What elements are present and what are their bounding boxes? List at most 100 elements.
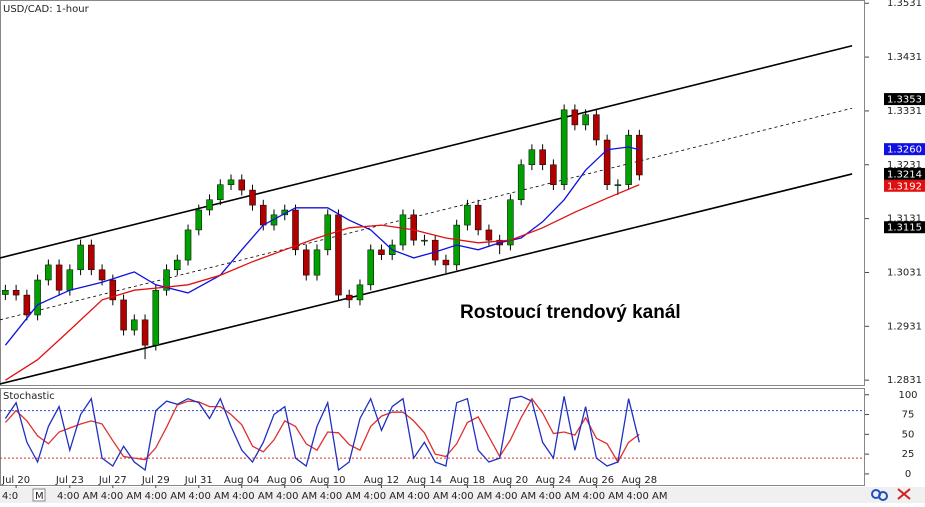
- candle-body: [356, 284, 364, 301]
- y-tick-label: 1.2831: [887, 375, 922, 386]
- time-label: 4:00 AM: [451, 491, 492, 502]
- candle-body: [2, 289, 9, 295]
- annotation: Rostoucí trendový kanál: [460, 302, 681, 323]
- time-label: 4:00 AM: [407, 491, 448, 502]
- candle-body: [206, 199, 213, 211]
- price-tag: [884, 93, 925, 106]
- price-tag-label: 1.3192: [887, 181, 922, 192]
- candle-body: [421, 239, 428, 242]
- y-tick-label: 1.2931: [887, 321, 922, 332]
- x-tick-label: Jul 20: [1, 475, 30, 486]
- candle-body: [378, 249, 385, 255]
- price-tag: [884, 167, 925, 180]
- candle-body: [313, 249, 321, 276]
- candle-body: [571, 109, 579, 126]
- candle-body: [120, 299, 127, 331]
- panel-title: USD/CAD: 1-hour: [3, 4, 90, 15]
- trend-line: [0, 173, 853, 385]
- time-label: 4:00 AM: [583, 491, 624, 502]
- candle-body: [464, 204, 471, 226]
- y-tick-label: 0: [905, 469, 911, 480]
- y-tick-label: 75: [902, 410, 915, 421]
- series-line: [4, 397, 640, 464]
- y-tick-label: 1.3431: [887, 52, 922, 63]
- x-tick-label: Jul 29: [141, 475, 170, 486]
- candle-body: [335, 214, 342, 296]
- candle-body: [528, 149, 536, 166]
- x-tick-label: Aug 10: [310, 475, 345, 486]
- series-line: [4, 395, 640, 472]
- time-strip: [0, 487, 925, 503]
- candle-body: [582, 114, 589, 126]
- scroll-box[interactable]: [32, 488, 46, 502]
- price-tag-label: 1.3353: [887, 95, 922, 106]
- candle-body: [88, 244, 95, 271]
- candle-body: [98, 269, 106, 281]
- candle-body: [55, 264, 63, 291]
- panel-title: Stochastic: [3, 391, 55, 402]
- x-tick-label: Jul 27: [98, 475, 127, 486]
- series-line: [4, 146, 640, 346]
- y-tick-label: 50: [902, 429, 915, 440]
- candle-body: [560, 109, 568, 185]
- y-tick-label: 1.3231: [887, 160, 922, 171]
- price-tag-label: 1.3115: [887, 223, 922, 234]
- x-tick-label: Jul 31: [184, 475, 213, 486]
- y-tick-label: 25: [902, 449, 915, 460]
- x-tick-label: Aug 12: [364, 475, 399, 486]
- candle-body: [292, 209, 299, 251]
- candle-body: [636, 134, 643, 176]
- y-tick-label: 1.3531: [887, 0, 922, 9]
- time-label: 4:00 AM: [364, 491, 405, 502]
- candle-body: [184, 229, 192, 261]
- candle-body: [517, 164, 525, 201]
- x-tick-label: Aug 24: [536, 475, 571, 486]
- time-label: 4:00 AM: [276, 491, 317, 502]
- price-tag: [884, 221, 925, 234]
- y-tick-label: 100: [898, 390, 917, 401]
- candle-body: [410, 214, 417, 241]
- candle-body: [614, 184, 622, 186]
- trend-line: [0, 44, 853, 259]
- candle-body: [485, 229, 493, 241]
- candle-body: [152, 289, 160, 346]
- x-tick-label: Aug 14: [407, 475, 442, 486]
- price-panel: [0, 0, 865, 386]
- x-tick-label: Jul 23: [55, 475, 84, 486]
- candle-body: [227, 179, 235, 185]
- price-tag-label: 1.3260: [887, 145, 922, 156]
- y-tick-label: 1.3031: [887, 267, 922, 278]
- candle-body: [45, 264, 52, 281]
- x-tick-label: Aug 28: [622, 475, 657, 486]
- price-tag: [884, 179, 925, 192]
- time-label: 4:00 AM: [495, 491, 536, 502]
- candle-body: [109, 279, 117, 301]
- candle-body: [34, 279, 41, 316]
- candle-body: [345, 294, 353, 301]
- candle-body: [141, 319, 149, 346]
- candle-body: [260, 204, 267, 226]
- trend-line: [0, 107, 853, 321]
- candle-body: [539, 149, 546, 166]
- time-label: 4:0: [2, 491, 18, 502]
- x-tick-label: Aug 20: [493, 475, 528, 486]
- candle-body: [550, 164, 557, 185]
- x-tick-label: Aug 18: [450, 475, 485, 486]
- candle-body: [442, 259, 450, 266]
- price-tag: [884, 143, 925, 156]
- candle-body: [249, 189, 256, 206]
- candle-body: [174, 259, 181, 271]
- time-label: 4:00 AM: [188, 491, 229, 502]
- price-tag-label: 1.3214: [887, 169, 922, 180]
- stochastic-panel: [0, 388, 865, 486]
- candle-body: [431, 239, 439, 261]
- candle-body: [238, 179, 246, 191]
- candle-body: [195, 209, 203, 231]
- candle-body: [625, 134, 632, 185]
- candle-body: [603, 139, 611, 185]
- candle-body: [66, 269, 74, 291]
- x-tick-label: Aug 26: [579, 475, 614, 486]
- toolbar-icons[interactable]: [871, 488, 911, 501]
- series-line: [5, 184, 640, 381]
- candle-body: [131, 319, 138, 331]
